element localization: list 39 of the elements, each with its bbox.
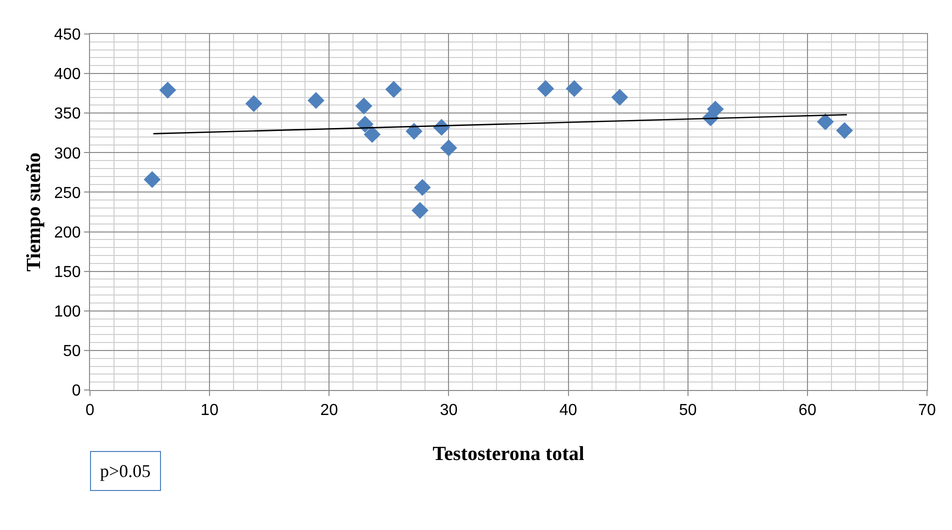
point xyxy=(144,171,161,188)
point xyxy=(611,88,628,106)
x-tick-label: 60 xyxy=(798,402,816,420)
y-tick-label: 200 xyxy=(54,224,81,242)
point xyxy=(355,98,372,114)
x-tick-label: 30 xyxy=(440,402,458,420)
point xyxy=(245,95,262,112)
y-tick-label: 150 xyxy=(54,264,81,281)
point xyxy=(440,139,458,156)
y-tick-label: 350 xyxy=(54,106,81,123)
point xyxy=(406,122,422,140)
x-tick-label: 40 xyxy=(559,402,578,420)
point xyxy=(385,80,402,98)
y-tick-label: 50 xyxy=(63,343,81,360)
point xyxy=(414,179,431,196)
point xyxy=(412,202,428,219)
x-tick-label: 20 xyxy=(320,402,338,420)
y-tick-label: 300 xyxy=(54,145,81,162)
y-tick-label: 100 xyxy=(54,303,81,320)
point xyxy=(566,80,583,98)
point xyxy=(364,126,381,143)
x-tick-label: 50 xyxy=(678,402,697,420)
point xyxy=(706,100,724,118)
y-tick-label: 400 xyxy=(54,66,81,84)
point xyxy=(308,92,324,109)
y-tick-label: 250 xyxy=(54,184,81,202)
y-tick-label: 450 xyxy=(54,26,81,44)
point xyxy=(816,113,834,130)
point xyxy=(537,80,554,98)
x-tick-label: 0 xyxy=(86,402,95,420)
x-tick-label: 70 xyxy=(918,402,936,420)
x-tick-label: 10 xyxy=(200,402,219,420)
point xyxy=(356,116,374,133)
y-tick-label: 0 xyxy=(72,382,81,400)
text: p>0.05 xyxy=(100,461,151,481)
x-axis-title: Testosterona total xyxy=(432,443,585,465)
y-axis-title: Tiempo sueño xyxy=(23,152,45,272)
point xyxy=(836,122,853,139)
point xyxy=(159,82,176,99)
